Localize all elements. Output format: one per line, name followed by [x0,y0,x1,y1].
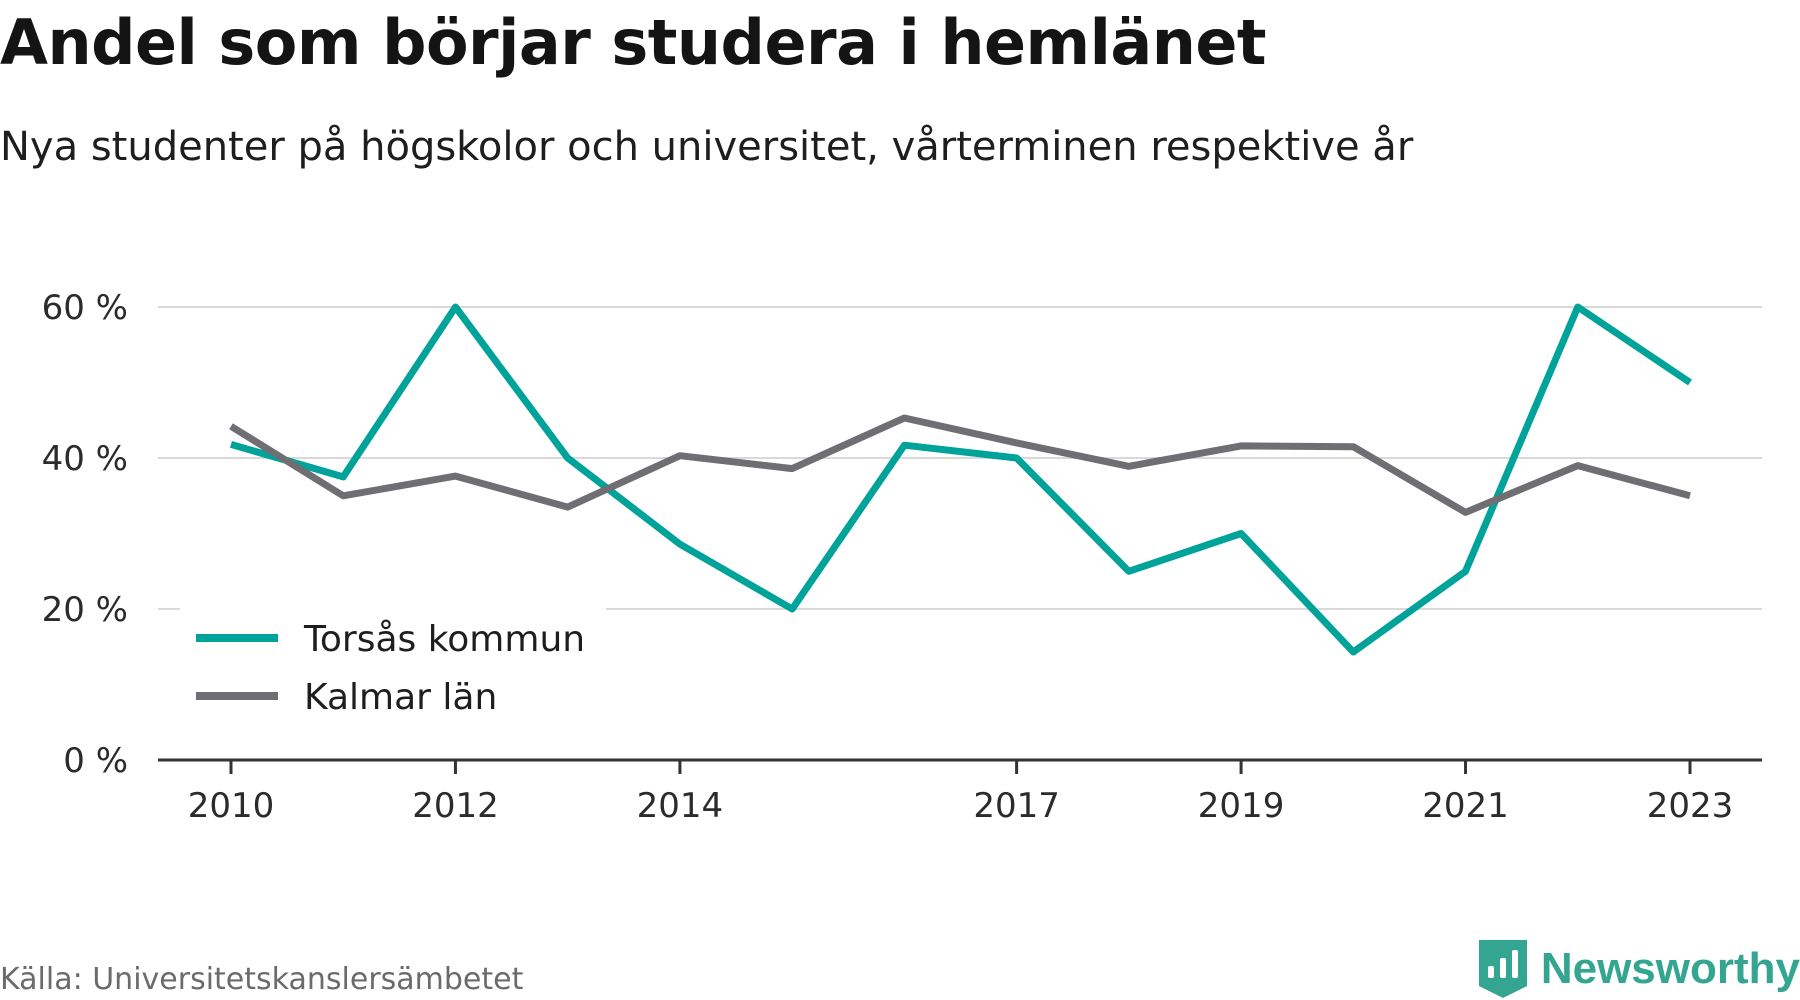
x-tick-label-2023: 2023 [1647,786,1734,826]
legend-label-0: Torsås kommun [303,619,585,660]
chart-title: Andel som börjar studera i hemlänet [0,6,1267,79]
y-tick-label-40: 40 % [42,439,128,479]
y-tick-label-0: 0 % [63,741,128,781]
gridlines [158,306,1762,610]
series-line-kalmar-lan [229,414,1691,516]
y-tick-label-20: 20 % [42,590,128,630]
legend: Torsås kommun Kalmar län [180,608,606,728]
source-note: Källa: Universitetskanslersämbetet [0,962,524,997]
x-tick-label-2014: 2014 [637,786,724,826]
x-tick-label-2012: 2012 [412,786,499,826]
y-tick-labels: 0 % 20 % 40 % 60 % [42,288,128,781]
series-line-torsas-kommun [230,303,1692,656]
x-tick-label-2017: 2017 [973,786,1060,826]
series-lines [229,303,1692,656]
brand-name: Newsworthy [1540,944,1800,993]
brand-logo-block[interactable]: Newsworthy [1478,940,1800,998]
legend-background [180,608,606,728]
bar-chart-shield-icon [1478,940,1527,998]
x-axis: 2010 2012 2014 2017 2019 2021 2023 [158,758,1762,826]
y-tick-label-60: 60 % [42,288,128,328]
x-tick-label-2019: 2019 [1198,786,1285,826]
legend-label-1: Kalmar län [304,677,497,718]
x-tick-label-2021: 2021 [1422,786,1509,826]
chart-subtitle: Nya studenter på högskolor och universit… [0,124,1414,170]
x-tick-label-2010: 2010 [188,786,275,826]
